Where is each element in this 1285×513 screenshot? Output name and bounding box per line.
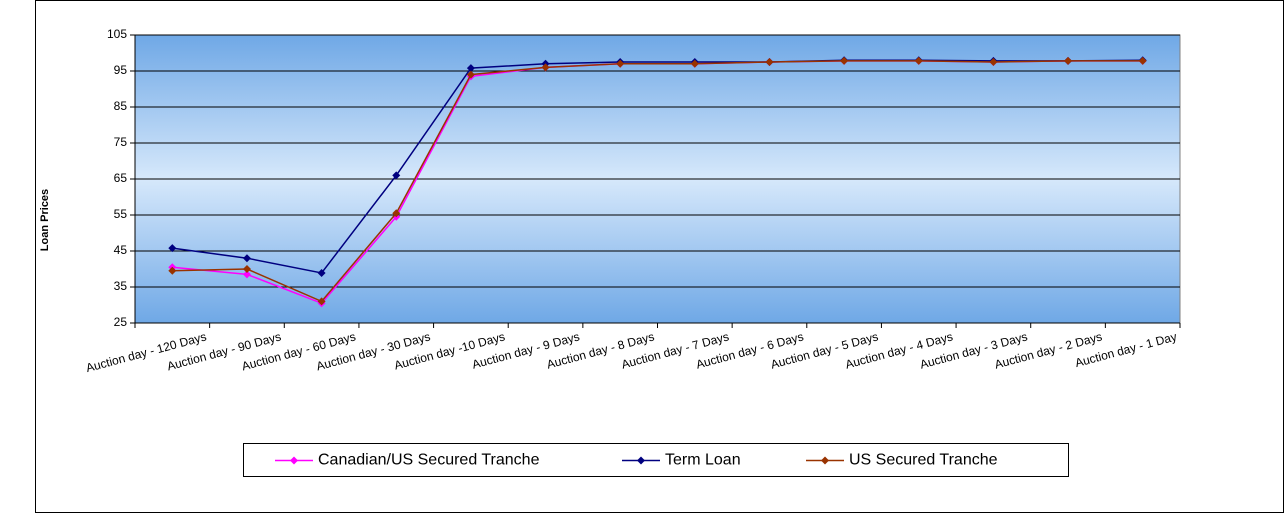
data-point <box>765 58 774 66</box>
y-tick-label: 105 <box>107 27 127 41</box>
y-tick-label: 25 <box>114 315 128 329</box>
data-point <box>168 266 177 275</box>
legend-label: Term Loan <box>665 452 741 469</box>
y-tick-label: 75 <box>114 135 128 149</box>
legend-label: Canadian/US Secured Tranche <box>318 452 540 469</box>
data-point <box>392 209 401 218</box>
data-point <box>616 59 625 68</box>
legend-label: US Secured Tranche <box>849 452 998 469</box>
data-point <box>840 56 849 65</box>
legend-marker <box>821 456 829 465</box>
data-point <box>392 171 401 180</box>
legend-marker <box>290 456 298 465</box>
data-point <box>168 244 177 253</box>
data-point <box>1064 56 1073 65</box>
series-line <box>172 59 1143 274</box>
data-point <box>914 56 923 65</box>
y-tick-label: 65 <box>114 171 128 185</box>
data-point <box>989 58 998 66</box>
data-point <box>242 265 251 273</box>
data-point <box>541 63 550 72</box>
data-point <box>317 268 326 277</box>
data-point <box>690 59 699 68</box>
y-tick-label: 95 <box>114 63 128 77</box>
data-point <box>317 297 326 306</box>
data-point <box>466 64 475 73</box>
y-tick-label: 35 <box>114 279 128 293</box>
data-point <box>242 270 251 279</box>
data-point <box>242 254 251 263</box>
y-tick-label: 85 <box>114 99 128 113</box>
data-point <box>1138 56 1147 65</box>
legend-marker <box>637 456 645 465</box>
series-line <box>172 60 1143 303</box>
data-point <box>466 70 475 79</box>
y-axis-label: Loan Prices <box>39 189 51 251</box>
y-tick-label: 45 <box>114 243 128 257</box>
y-tick-label: 55 <box>114 207 128 221</box>
